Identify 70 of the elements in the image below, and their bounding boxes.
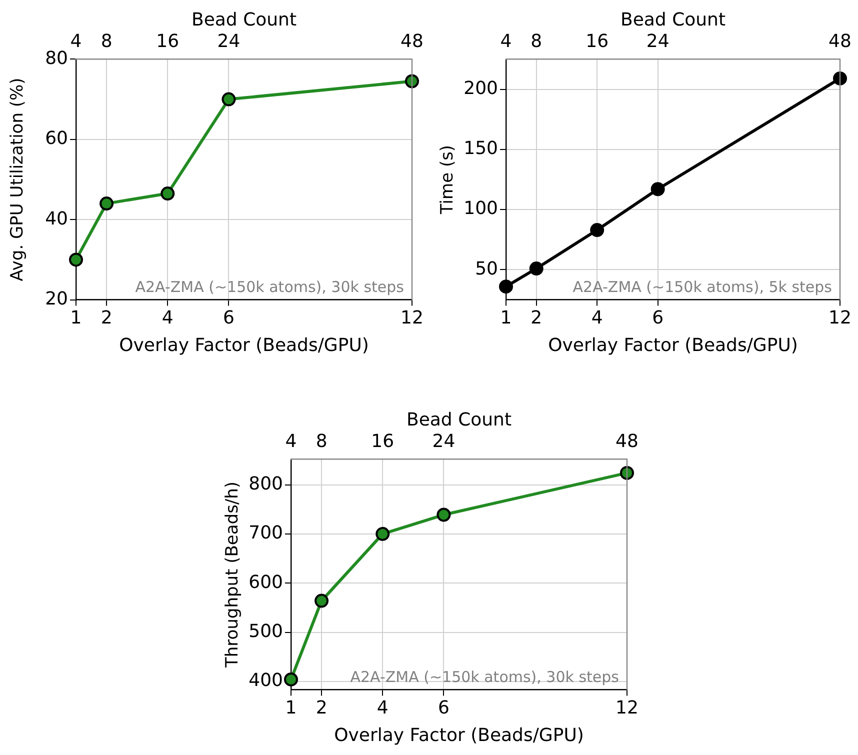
x2-tick-label: 24 bbox=[432, 431, 456, 452]
x2-tick-label: 4 bbox=[285, 431, 297, 452]
y-tick-label: 100 bbox=[464, 198, 498, 220]
annotation: A2A-ZMA (~150k atoms), 30k steps bbox=[135, 278, 404, 296]
point bbox=[376, 526, 390, 541]
point bbox=[529, 262, 544, 276]
point bbox=[222, 92, 236, 106]
y-tick-label: 80 bbox=[45, 48, 68, 69]
point bbox=[650, 182, 665, 196]
y-tick-label: 60 bbox=[45, 128, 68, 150]
y-tick-label: 800 bbox=[248, 473, 283, 494]
point bbox=[284, 672, 298, 686]
y-tick-label: 700 bbox=[248, 522, 283, 544]
x-tick-label: 2 bbox=[316, 697, 328, 718]
y-tick-label: 20 bbox=[45, 288, 68, 310]
x2-tick-label: 48 bbox=[616, 431, 638, 452]
point bbox=[620, 466, 634, 480]
x2-tick-label: 8 bbox=[316, 431, 328, 452]
y-tick-label: 150 bbox=[464, 138, 498, 160]
x-tick-label: 6 bbox=[652, 307, 664, 328]
y-axis-title: Throughput (Beads/h) bbox=[222, 481, 243, 669]
annotation: A2A-ZMA (~150k atoms), 5k steps bbox=[572, 278, 832, 296]
x-tick-label: 12 bbox=[400, 307, 424, 328]
point bbox=[499, 280, 513, 294]
x-tick-label: 1 bbox=[285, 697, 297, 718]
point bbox=[833, 71, 847, 86]
y-tick-label: 400 bbox=[248, 670, 283, 692]
x-tick-label: 6 bbox=[438, 697, 450, 718]
y-tick-label: 500 bbox=[248, 620, 283, 642]
x2-tick-label: 24 bbox=[646, 31, 670, 52]
y-tick-label: 200 bbox=[464, 78, 498, 99]
y-axis-title: Avg. GPU Utilization (%) bbox=[8, 78, 28, 282]
point bbox=[314, 594, 329, 608]
x-axis-title: Overlay Factor (Beads/GPU) bbox=[548, 334, 798, 356]
x2-tick-label: 16 bbox=[371, 431, 394, 452]
x2-axis-title: Bead Count bbox=[191, 9, 297, 30]
y-tick-label: 50 bbox=[475, 258, 498, 280]
x2-tick-label: 48 bbox=[400, 31, 424, 52]
x-tick-label: 1 bbox=[500, 307, 512, 328]
x2-tick-label: 8 bbox=[100, 31, 112, 52]
x-tick-label: 1 bbox=[70, 307, 82, 328]
x-tick-label: 4 bbox=[376, 697, 388, 718]
point bbox=[69, 252, 83, 267]
x2-axis-title: Bead Count bbox=[620, 9, 726, 30]
x-tick-label: 4 bbox=[591, 307, 603, 328]
annotation: A2A-ZMA (~150k atoms), 30k steps bbox=[350, 668, 620, 686]
x-tick-label: 6 bbox=[223, 307, 234, 328]
point bbox=[590, 223, 604, 238]
x-tick-label: 12 bbox=[828, 307, 852, 328]
x2-tick-label: 16 bbox=[586, 31, 609, 52]
point bbox=[160, 186, 175, 201]
x2-tick-label: 24 bbox=[217, 31, 240, 52]
point bbox=[436, 508, 451, 522]
x2-tick-label: 16 bbox=[156, 31, 180, 52]
x2-tick-label: 4 bbox=[70, 31, 82, 52]
x-tick-label: 2 bbox=[530, 307, 542, 328]
x-tick-label: 2 bbox=[100, 307, 112, 328]
y-tick-label: 600 bbox=[248, 572, 283, 593]
x2-tick-label: 8 bbox=[530, 31, 542, 52]
x2-axis-title: Bead Count bbox=[406, 409, 512, 430]
x-tick-label: 4 bbox=[162, 307, 174, 328]
point bbox=[405, 74, 419, 88]
point bbox=[100, 196, 114, 211]
x2-tick-label: 4 bbox=[500, 31, 512, 52]
x-tick-label: 12 bbox=[616, 697, 638, 718]
x-axis-title: Overlay Factor (Beads/GPU) bbox=[119, 334, 369, 356]
y-tick-label: 40 bbox=[45, 208, 68, 230]
x-axis-title: Overlay Factor (Beads/GPU) bbox=[334, 724, 584, 746]
x2-tick-label: 48 bbox=[828, 31, 852, 52]
y-axis-title: Time (s) bbox=[438, 144, 458, 216]
